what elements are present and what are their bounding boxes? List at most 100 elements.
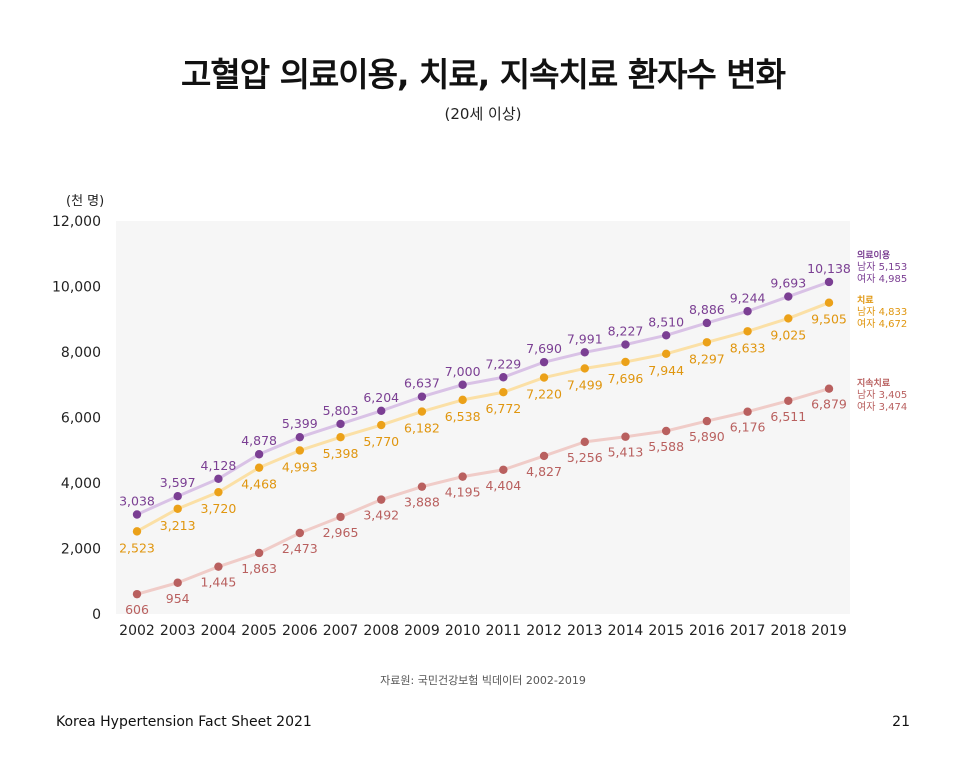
x-tick-label: 2003 <box>160 623 196 639</box>
x-tick-label: 2009 <box>404 623 440 639</box>
data-point <box>824 277 834 287</box>
y-tick-label: 0 <box>92 607 101 623</box>
data-label: 6,637 <box>404 376 440 391</box>
legend-male-value: 남자 4,833 <box>857 306 907 318</box>
data-point <box>702 416 712 426</box>
data-label: 4,878 <box>241 433 277 448</box>
data-label: 8,886 <box>689 302 725 317</box>
data-label: 9,025 <box>770 327 806 342</box>
y-tick-label: 10,000 <box>52 280 101 296</box>
data-point <box>499 373 508 382</box>
x-tick-label: 2004 <box>201 623 237 639</box>
data-label: 6,176 <box>730 420 766 435</box>
data-label: 6,772 <box>485 401 521 416</box>
data-point <box>417 407 427 416</box>
legend-female-value: 여자 4,985 <box>857 273 907 285</box>
legend-male-value: 남자 5,153 <box>857 261 907 273</box>
data-label: 3,888 <box>404 495 440 510</box>
page-subtitle: (20세 이상) <box>444 105 522 123</box>
data-label: 4,404 <box>485 478 521 493</box>
data-label: 1,863 <box>241 561 277 576</box>
series-line-3 <box>136 387 830 596</box>
data-labels: 3,038 3,597 4,128 4,878 5,399 5,803 6,204 6,637… <box>119 261 851 617</box>
data-label: 7,991 <box>567 331 603 346</box>
data-point <box>458 472 467 481</box>
data-point <box>132 527 142 536</box>
data-label: 5,256 <box>567 450 603 465</box>
data-point <box>377 495 386 504</box>
data-point <box>132 510 142 519</box>
data-point <box>336 512 345 522</box>
data-label: 2,965 <box>323 525 359 540</box>
page-number: 21 <box>892 714 910 730</box>
data-point <box>173 504 182 513</box>
data-point <box>580 364 589 373</box>
legend-series-name: 지속치료 <box>857 377 891 389</box>
data-label: 4,993 <box>282 459 318 474</box>
data-label: 10,138 <box>807 261 851 276</box>
data-point <box>173 578 182 587</box>
data-label: 7,944 <box>648 363 684 378</box>
series-lines <box>136 280 830 596</box>
data-label: 5,399 <box>282 416 318 431</box>
data-label: 8,227 <box>608 324 644 339</box>
data-point <box>254 450 264 459</box>
x-tick-label: 2008 <box>363 623 399 639</box>
data-label: 5,890 <box>689 429 725 444</box>
legend-male-value: 남자 3,405 <box>857 389 907 401</box>
data-label: 3,038 <box>119 494 155 509</box>
data-point <box>377 406 386 416</box>
data-label: 7,220 <box>526 387 562 402</box>
data-point <box>499 465 508 474</box>
data-point <box>784 292 793 301</box>
page-title: 고혈압 의료이용, 치료, 지속치료 환자수 변화 <box>181 55 786 94</box>
y-tick-label: 2,000 <box>61 542 101 558</box>
series-points <box>132 277 834 599</box>
data-point <box>295 432 305 442</box>
data-label: 6,204 <box>363 390 399 405</box>
data-point <box>214 474 223 484</box>
data-label: 5,770 <box>363 434 399 449</box>
data-point <box>539 357 549 367</box>
data-label: 8,510 <box>648 314 684 329</box>
data-point <box>743 307 752 316</box>
data-point <box>417 392 427 401</box>
data-point <box>295 446 305 455</box>
data-label: 7,690 <box>526 341 562 356</box>
data-point <box>417 482 427 491</box>
x-tick-label: 2006 <box>282 623 318 639</box>
data-point <box>132 589 142 599</box>
footer-title: Korea Hypertension Fact Sheet 2021 <box>56 714 312 730</box>
data-point <box>702 338 712 347</box>
data-point <box>580 437 589 447</box>
series-line-1 <box>136 280 830 516</box>
x-tick-label: 2017 <box>730 623 766 639</box>
legend-female-value: 여자 3,474 <box>857 401 907 413</box>
data-label: 9,244 <box>730 290 766 305</box>
x-axis: 2002 2003 2004 2005 2006 2007 2008 2009 2010 2011… <box>119 623 847 639</box>
data-label: 5,588 <box>648 439 684 454</box>
data-point <box>214 562 223 571</box>
data-point <box>743 407 752 416</box>
y-axis-unit-label: (천 명) <box>66 194 105 209</box>
data-label: 1,445 <box>201 575 237 590</box>
data-label: 7,000 <box>445 364 481 379</box>
x-tick-label: 2018 <box>770 623 806 639</box>
data-point <box>458 380 467 389</box>
legend-series-name: 의료이용 <box>857 249 890 261</box>
legend-series-name: 치료 <box>857 294 874 306</box>
data-point <box>254 548 264 558</box>
plot-background <box>116 221 850 614</box>
x-tick-label: 2019 <box>811 623 847 639</box>
data-point <box>539 373 549 382</box>
data-point <box>499 388 508 397</box>
data-point <box>336 433 345 442</box>
data-label: 9,505 <box>811 312 847 327</box>
data-point <box>539 451 549 461</box>
data-point <box>621 357 630 367</box>
y-tick-label: 4,000 <box>61 476 101 492</box>
data-point <box>214 487 223 497</box>
data-point <box>661 426 671 436</box>
data-label: 8,297 <box>689 351 725 366</box>
